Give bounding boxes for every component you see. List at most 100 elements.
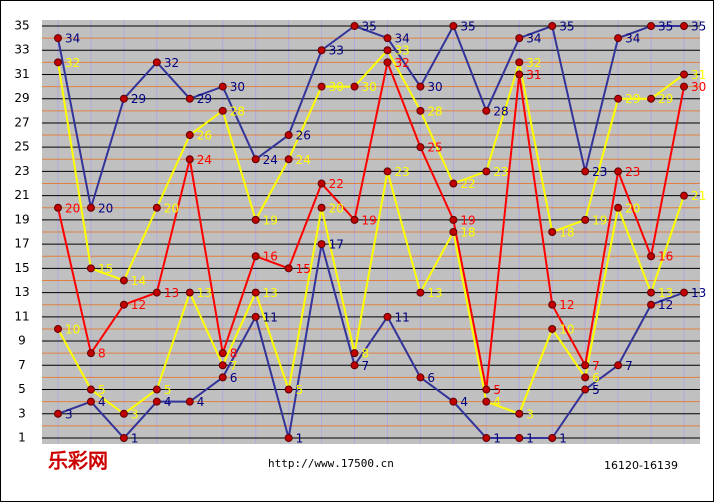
value-label: 12 — [131, 298, 146, 312]
point — [614, 94, 623, 103]
value-label: 4 — [197, 395, 205, 409]
value-label: 19 — [592, 213, 607, 227]
value-label: 34 — [65, 32, 80, 46]
value-label: 35 — [362, 20, 377, 34]
point — [515, 434, 524, 442]
value-label: 1 — [131, 432, 139, 446]
value-label: 32 — [164, 56, 179, 70]
value-label: 33 — [329, 44, 344, 58]
point — [284, 434, 293, 442]
value-label: 24 — [197, 153, 212, 167]
value-label: 1 — [296, 432, 304, 446]
point — [548, 228, 557, 236]
y-tick-label: 17 — [14, 237, 29, 251]
value-label: 13 — [427, 286, 442, 300]
point — [54, 34, 62, 43]
point — [581, 361, 590, 370]
point — [350, 22, 359, 30]
value-label: 19 — [362, 213, 377, 227]
point — [647, 288, 656, 297]
y-tick-label: 31 — [14, 67, 29, 81]
y-tick-label: 29 — [14, 91, 29, 105]
value-label: 4 — [493, 395, 501, 409]
y-tick-label: 5 — [18, 382, 26, 396]
series-line — [57, 58, 685, 390]
value-label: 32 — [526, 56, 541, 70]
point — [119, 409, 128, 418]
point — [647, 94, 656, 103]
value-label: 11 — [263, 310, 278, 324]
y-tick-label: 25 — [14, 140, 29, 154]
value-label: 16 — [263, 250, 278, 264]
value-label: 1 — [526, 432, 534, 446]
point — [416, 82, 425, 91]
source: http://www.17500.cn — [268, 457, 394, 470]
point — [185, 155, 194, 164]
point — [383, 312, 392, 321]
value-label: 3 — [526, 407, 534, 421]
value-label: 5 — [493, 383, 501, 397]
value-label: 30 — [230, 80, 245, 94]
logo: 乐彩网 — [48, 449, 108, 473]
value-label: 24 — [296, 153, 311, 167]
value-label: 23 — [493, 165, 508, 179]
point — [548, 300, 557, 309]
value-label: 6 — [427, 371, 435, 385]
value-label: 13 — [197, 286, 212, 300]
point — [647, 300, 656, 309]
value-label: 30 — [691, 80, 706, 94]
value-label: 18 — [559, 226, 574, 240]
value-label: 5 — [296, 383, 304, 397]
value-label: 19 — [263, 213, 278, 227]
value-label: 33 — [394, 44, 409, 58]
point — [284, 385, 293, 394]
value-label: 6 — [230, 371, 238, 385]
value-label: 22 — [460, 177, 475, 191]
point — [482, 434, 491, 442]
point — [680, 70, 688, 79]
value-label: 14 — [131, 274, 146, 288]
point — [218, 82, 227, 91]
value-label: 30 — [329, 80, 344, 94]
point — [218, 349, 227, 358]
point — [317, 203, 326, 212]
value-label: 6 — [592, 371, 600, 385]
value-label: 11 — [394, 310, 409, 324]
point — [218, 361, 227, 370]
point — [647, 22, 656, 30]
value-label: 8 — [230, 347, 238, 361]
value-label: 24 — [263, 153, 278, 167]
point — [449, 228, 458, 236]
y-tick-label: 9 — [18, 334, 26, 348]
value-label: 28 — [427, 104, 442, 118]
point — [515, 70, 524, 79]
value-label: 10 — [65, 322, 80, 336]
value-label: 20 — [65, 201, 80, 215]
value-label: 35 — [658, 20, 673, 34]
point — [416, 106, 425, 115]
value-label: 13 — [658, 286, 673, 300]
value-label: 7 — [625, 359, 633, 373]
point — [383, 167, 392, 176]
value-label: 12 — [658, 298, 673, 312]
point — [54, 58, 62, 67]
period: 16120-16139 — [604, 459, 678, 472]
value-label: 20 — [625, 201, 640, 215]
value-label: 13 — [164, 286, 179, 300]
y-tick-label: 33 — [14, 43, 29, 57]
point — [581, 167, 590, 176]
point — [581, 385, 590, 394]
point — [86, 349, 95, 358]
value-label: 26 — [296, 129, 311, 143]
value-label: 30 — [362, 80, 377, 94]
point — [482, 397, 491, 406]
value-label: 34 — [526, 32, 541, 46]
point — [449, 179, 458, 188]
point — [350, 215, 359, 224]
point — [317, 82, 326, 91]
point — [581, 215, 590, 224]
value-label: 32 — [65, 56, 80, 70]
value-label: 4 — [460, 395, 468, 409]
value-label: 31 — [691, 68, 706, 82]
point — [284, 264, 293, 273]
